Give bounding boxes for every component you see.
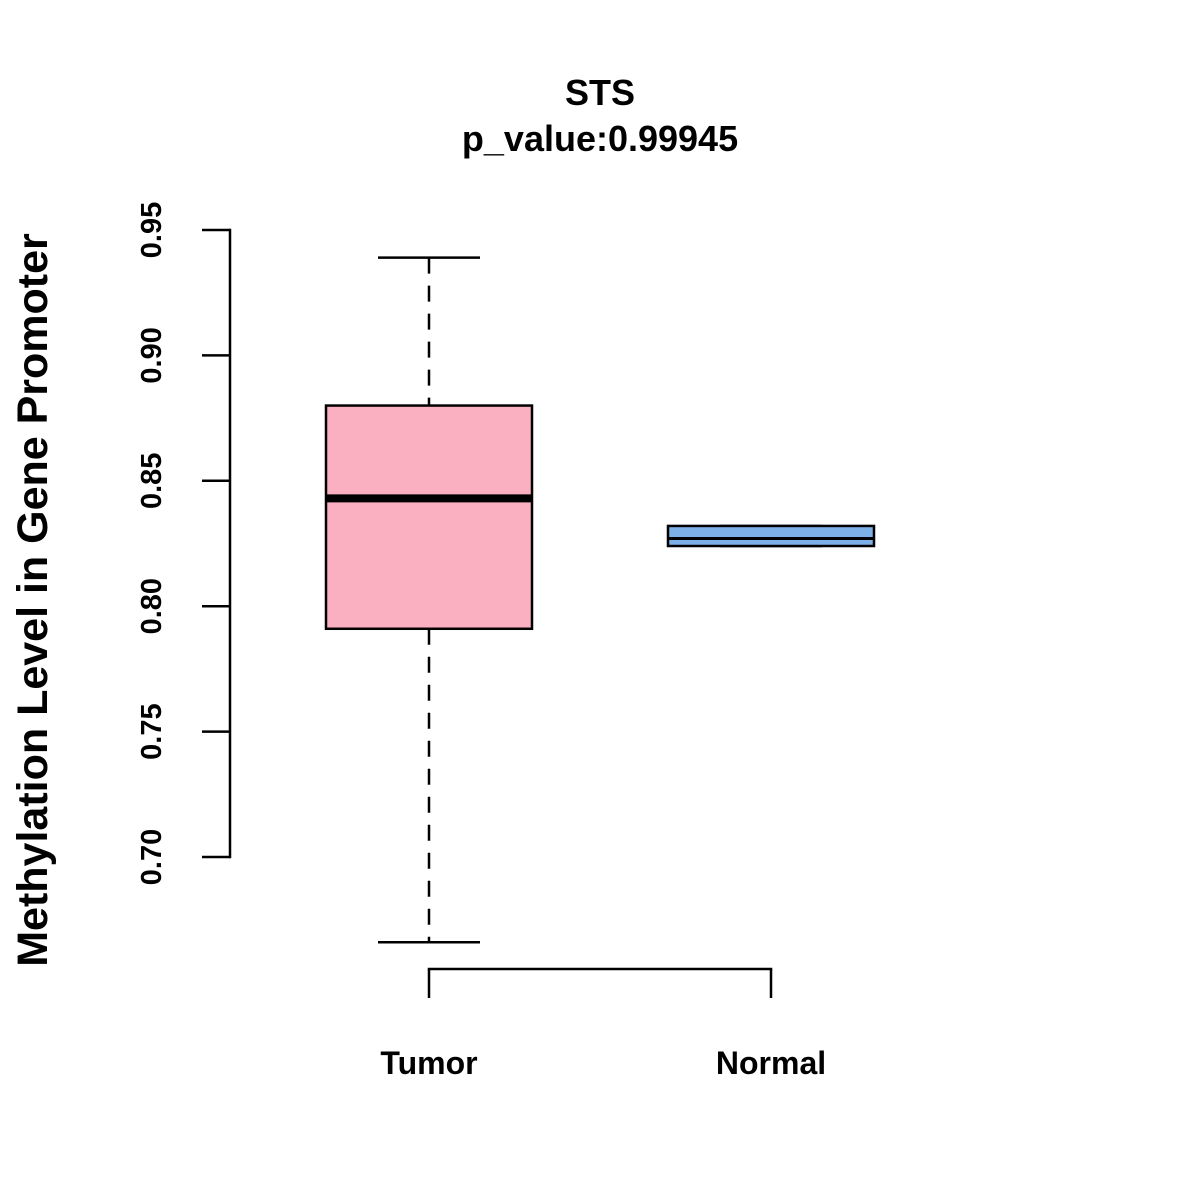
x-axis: Tumor Normal [380, 967, 826, 1081]
box-body [666, 524, 876, 548]
y-axis-label: Methylation Level in Gene Promoter [9, 233, 57, 967]
boxes-group [324, 256, 876, 944]
y-axis: 0.70 0.75 0.80 0.85 0.90 0.95 [136, 202, 232, 885]
y-tick-label: 0.80 [136, 578, 168, 634]
y-tick-label: 0.85 [136, 453, 168, 509]
x-tick-label: Tumor [380, 1045, 477, 1081]
y-tick-label: 0.95 [136, 202, 168, 258]
y-tick-label: 0.70 [136, 829, 168, 885]
chart-subtitle: p_value:0.99945 [462, 118, 738, 159]
box-tumor [324, 256, 534, 944]
chart-title: STS [565, 72, 635, 113]
y-tick-label: 0.75 [136, 703, 168, 759]
x-tick-label: Normal [716, 1045, 826, 1081]
box-normal [666, 524, 876, 548]
y-tick-label: 0.90 [136, 327, 168, 383]
box-body [324, 404, 534, 631]
